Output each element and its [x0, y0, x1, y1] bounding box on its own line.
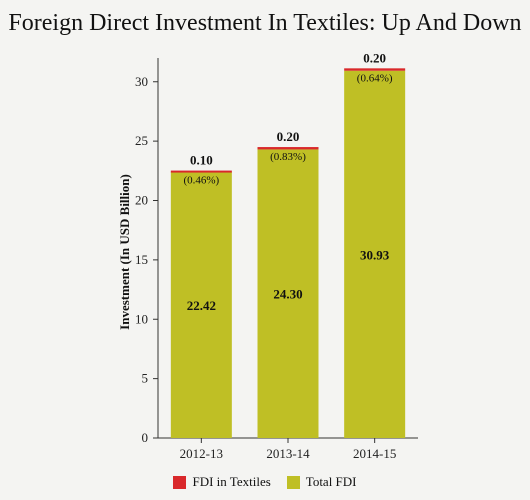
data-label-total: 24.30 — [273, 287, 302, 302]
data-label-share: (0.64%) — [357, 72, 393, 84]
bar-total-fdi — [344, 70, 406, 439]
y-tick-label: 5 — [142, 371, 149, 386]
bar-total-fdi — [257, 149, 319, 438]
y-tick-label: 15 — [135, 252, 148, 267]
x-tick-label: 2014-15 — [353, 446, 396, 461]
legend-item-textiles[interactable]: FDI in Textiles — [173, 474, 271, 490]
data-label-textiles: 0.10 — [190, 153, 213, 168]
bar-fdi-textiles — [170, 170, 232, 173]
legend-label-total: Total FDI — [305, 474, 357, 489]
data-label-total: 30.93 — [360, 247, 390, 262]
legend-swatch-textiles — [173, 475, 187, 489]
legend: FDI in Textiles Total FDI — [0, 474, 530, 490]
data-label-total: 22.42 — [187, 298, 216, 313]
legend-swatch-total — [286, 475, 300, 489]
bar-fdi-textiles — [344, 68, 406, 71]
y-tick-label: 0 — [142, 430, 149, 445]
data-label-share: (0.46%) — [183, 175, 219, 187]
y-tick-label: 10 — [135, 311, 148, 326]
bar-fdi-textiles — [257, 147, 319, 150]
legend-label-textiles: FDI in Textiles — [192, 474, 271, 489]
legend-item-total[interactable]: Total FDI — [286, 474, 357, 490]
data-label-share: (0.83%) — [270, 151, 306, 163]
x-tick-label: 2013-14 — [266, 446, 310, 461]
x-tick-label: 2012-13 — [180, 446, 223, 461]
bar-total-fdi — [170, 171, 232, 438]
data-label-textiles: 0.20 — [363, 50, 386, 65]
y-axis-label: Investment (In USD Billion) — [117, 174, 132, 330]
data-label-textiles: 0.20 — [277, 129, 300, 144]
y-tick-label: 30 — [135, 74, 148, 89]
chart-title: Foreign Direct Investment In Textiles: U… — [8, 10, 522, 36]
y-tick-label: 25 — [135, 133, 148, 148]
y-tick-label: 20 — [135, 193, 148, 208]
